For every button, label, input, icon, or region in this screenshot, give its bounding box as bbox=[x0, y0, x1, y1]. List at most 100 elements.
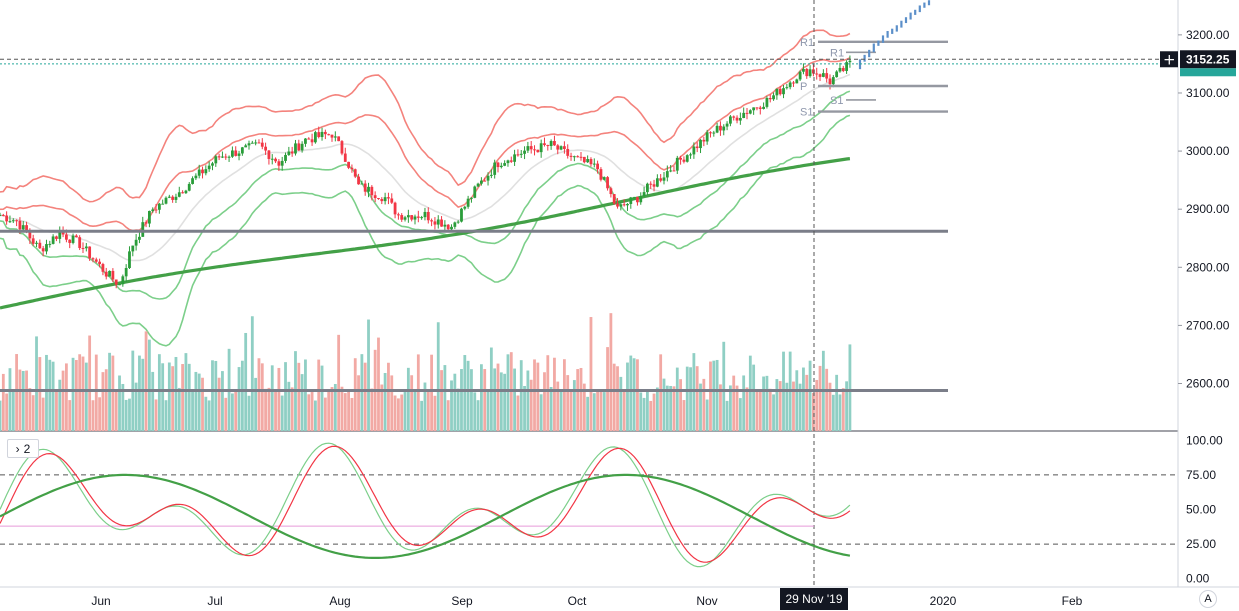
volume-bar bbox=[838, 394, 842, 431]
pivot-label: R1 bbox=[800, 37, 814, 49]
candle-body bbox=[642, 192, 646, 197]
volume-bar bbox=[738, 398, 742, 431]
volume-bar bbox=[566, 375, 570, 431]
volume-bar bbox=[94, 354, 98, 431]
candle-body bbox=[304, 138, 307, 144]
candle-body bbox=[798, 71, 802, 80]
candle-body bbox=[519, 153, 523, 155]
candle-body bbox=[592, 163, 596, 165]
candle-body bbox=[446, 224, 450, 230]
candle-body bbox=[25, 225, 28, 233]
candle-body bbox=[470, 197, 473, 199]
price-tick-label: 2600.00 bbox=[1186, 377, 1230, 391]
volume-bar bbox=[18, 369, 22, 431]
volume-bar bbox=[758, 391, 762, 431]
price-tag-background bbox=[1180, 50, 1236, 69]
volume-bar bbox=[400, 394, 404, 431]
candle-body bbox=[433, 221, 437, 225]
volume-bar bbox=[330, 387, 334, 431]
candle-body bbox=[582, 156, 586, 163]
auto-scale-button[interactable]: A bbox=[1199, 590, 1217, 608]
candle-body bbox=[845, 62, 848, 71]
candle-body bbox=[88, 246, 92, 259]
volume-bar bbox=[390, 375, 394, 431]
candle-body bbox=[556, 145, 560, 150]
candle-body bbox=[413, 216, 417, 220]
volume-bar bbox=[702, 378, 706, 431]
volume-bar bbox=[649, 400, 653, 431]
candle-body bbox=[157, 203, 161, 210]
middle-band bbox=[0, 73, 851, 262]
candle-body bbox=[732, 116, 736, 118]
candle-body bbox=[360, 183, 364, 185]
candle-body bbox=[768, 98, 772, 100]
candle-body bbox=[406, 215, 410, 218]
candle-body bbox=[31, 238, 35, 244]
volume-bar bbox=[466, 360, 470, 431]
volume-bar bbox=[599, 390, 603, 431]
candle-body bbox=[250, 142, 254, 144]
volume-bar bbox=[380, 384, 384, 431]
candle-body bbox=[812, 69, 815, 74]
candle-body bbox=[533, 149, 536, 151]
volume-bar bbox=[576, 369, 580, 431]
candle-body bbox=[294, 143, 297, 154]
volume-bar bbox=[772, 394, 775, 431]
candle-body bbox=[224, 156, 228, 158]
volume-bar bbox=[443, 365, 447, 431]
candle-body bbox=[207, 165, 211, 170]
candle-body bbox=[569, 155, 573, 157]
candle-body bbox=[347, 161, 350, 168]
candle-body bbox=[217, 156, 221, 158]
candle-body bbox=[314, 132, 317, 143]
volume-bar bbox=[450, 380, 453, 431]
candle-body bbox=[194, 175, 198, 179]
candle-body bbox=[164, 197, 168, 204]
candle-body bbox=[423, 211, 427, 218]
volume-bar bbox=[433, 395, 437, 431]
candle-body bbox=[762, 106, 765, 109]
candle-body bbox=[821, 73, 825, 77]
volume-bar bbox=[393, 395, 397, 431]
candle-body bbox=[566, 148, 570, 156]
volume-bar bbox=[31, 395, 35, 431]
candle-body bbox=[310, 139, 314, 143]
time-tick-label: Oct bbox=[568, 594, 587, 608]
volume-bar bbox=[616, 366, 619, 431]
candle-body bbox=[65, 234, 68, 240]
candle-body bbox=[390, 198, 394, 203]
candle-body bbox=[480, 180, 483, 184]
volume-bar bbox=[111, 355, 115, 431]
candle-body bbox=[709, 132, 712, 134]
candle-body bbox=[211, 163, 214, 166]
volume-bar bbox=[825, 368, 829, 431]
indicator-legend-toggle[interactable]: › 2 bbox=[7, 439, 39, 458]
candle-body bbox=[416, 216, 420, 218]
volume-bar bbox=[805, 374, 809, 431]
candle-body bbox=[323, 131, 327, 135]
volume-bar bbox=[377, 337, 380, 431]
candle-body bbox=[350, 167, 354, 170]
candle-body bbox=[765, 98, 769, 107]
volume-bar bbox=[682, 400, 686, 431]
candle-body bbox=[841, 67, 845, 71]
volume-bar bbox=[357, 375, 360, 431]
price-tick-label: 2700.00 bbox=[1186, 318, 1230, 332]
volume-bar bbox=[612, 363, 616, 431]
candle-body bbox=[436, 219, 440, 225]
candle-body bbox=[489, 174, 493, 176]
volume-bar bbox=[748, 355, 752, 431]
volume-bar bbox=[35, 336, 38, 431]
volume-bar bbox=[470, 369, 473, 431]
volume-bar bbox=[187, 363, 191, 431]
candle-body bbox=[602, 177, 606, 180]
candle-body bbox=[616, 203, 619, 207]
candle-body bbox=[320, 131, 324, 138]
candle-body bbox=[71, 235, 75, 243]
volume-bar bbox=[808, 360, 812, 431]
candle-body bbox=[221, 156, 224, 158]
candle-body bbox=[440, 219, 443, 227]
candle-body bbox=[367, 186, 370, 192]
volume-bar bbox=[529, 379, 533, 431]
